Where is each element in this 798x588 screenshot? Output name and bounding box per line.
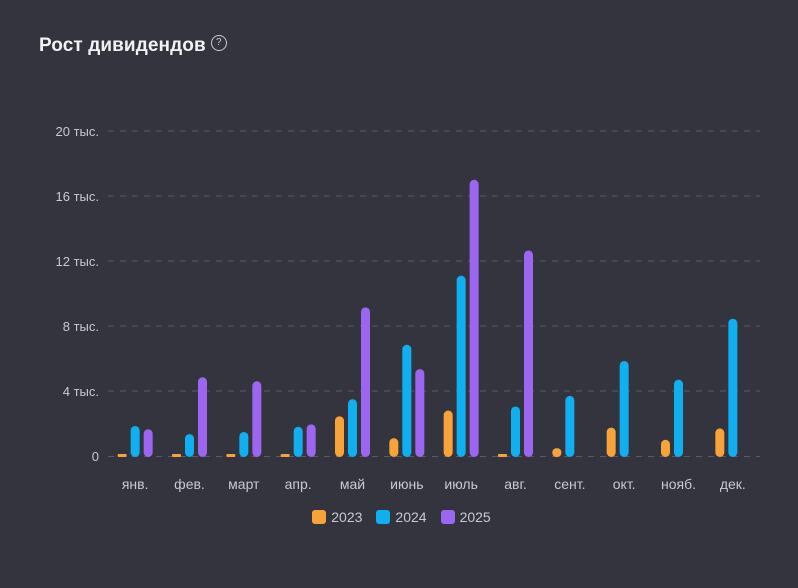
bar-2025 (252, 381, 262, 457)
bar-2024 (674, 379, 683, 457)
x-tick-label: окт. (613, 476, 636, 492)
legend-label: 2023 (331, 509, 363, 525)
y-tick-label: 4 тыс. (63, 384, 99, 399)
x-tick-label: нояб. (661, 476, 696, 492)
x-tick-label: апр. (285, 476, 312, 492)
bar-2023 (606, 427, 616, 457)
bar-2025 (306, 424, 316, 457)
bar-2025 (198, 377, 207, 457)
bar-2024 (239, 431, 249, 457)
bar-2024 (130, 425, 140, 457)
bar-2024 (456, 275, 466, 457)
y-tick-label: 12 тыс. (56, 254, 99, 269)
bar-2023 (498, 454, 507, 457)
bar-2023 (226, 454, 236, 457)
bar-2024 (565, 395, 575, 457)
question-circle-icon[interactable]: ? (210, 35, 227, 51)
legend-swatch (440, 510, 455, 524)
y-tick-label: 8 тыс. (63, 319, 99, 334)
bar-2023 (280, 454, 290, 457)
bar-2025 (361, 307, 370, 457)
bar-2024 (293, 426, 303, 457)
chart-legend: 2023 2024 2025 (0, 509, 798, 525)
title-row: Рост дивидендов ? (39, 35, 227, 57)
x-tick-label: сент. (554, 476, 585, 492)
y-tick-label: 16 тыс. (56, 189, 99, 204)
bar-2023 (552, 448, 562, 457)
bar-2023 (661, 439, 670, 457)
bar-2024 (402, 344, 412, 457)
x-tick-label: июнь (390, 476, 423, 492)
bar-2025 (415, 369, 425, 457)
bar-2024 (348, 399, 357, 457)
legend-label: 2024 (395, 509, 427, 525)
x-tick-label: дек. (720, 476, 746, 492)
x-tick-label: март (228, 476, 260, 492)
legend-item-2023[interactable]: 2023 (312, 509, 362, 525)
x-tick-label: май (340, 476, 365, 492)
bar-2025 (143, 429, 153, 457)
bar-2024 (511, 406, 520, 457)
bar-2025 (524, 250, 533, 457)
x-tick-label: июль (444, 476, 477, 492)
x-tick-label: фев. (174, 476, 205, 492)
bar-2024 (728, 318, 738, 457)
legend-item-2024[interactable]: 2024 (376, 509, 427, 525)
legend-swatch (376, 510, 391, 524)
bar-2023 (389, 438, 399, 457)
y-tick-label: 0 (92, 449, 99, 464)
bar-2024 (185, 434, 194, 457)
y-tick-label: 20 тыс. (56, 124, 99, 139)
legend-label: 2025 (459, 509, 491, 525)
bar-2023 (335, 416, 344, 457)
bar-2023 (715, 428, 725, 457)
bar-2024 (619, 360, 629, 457)
x-tick-label: авг. (504, 476, 527, 492)
legend-item-2025[interactable]: 2025 (440, 509, 491, 525)
bar-2025 (469, 179, 479, 457)
bar-2023 (443, 410, 453, 457)
bar-2023 (172, 454, 181, 457)
x-tick-label: янв. (122, 476, 149, 492)
legend-swatch (312, 510, 327, 524)
chart-title: Рост дивидендов (39, 35, 206, 56)
bar-2023 (117, 454, 127, 457)
